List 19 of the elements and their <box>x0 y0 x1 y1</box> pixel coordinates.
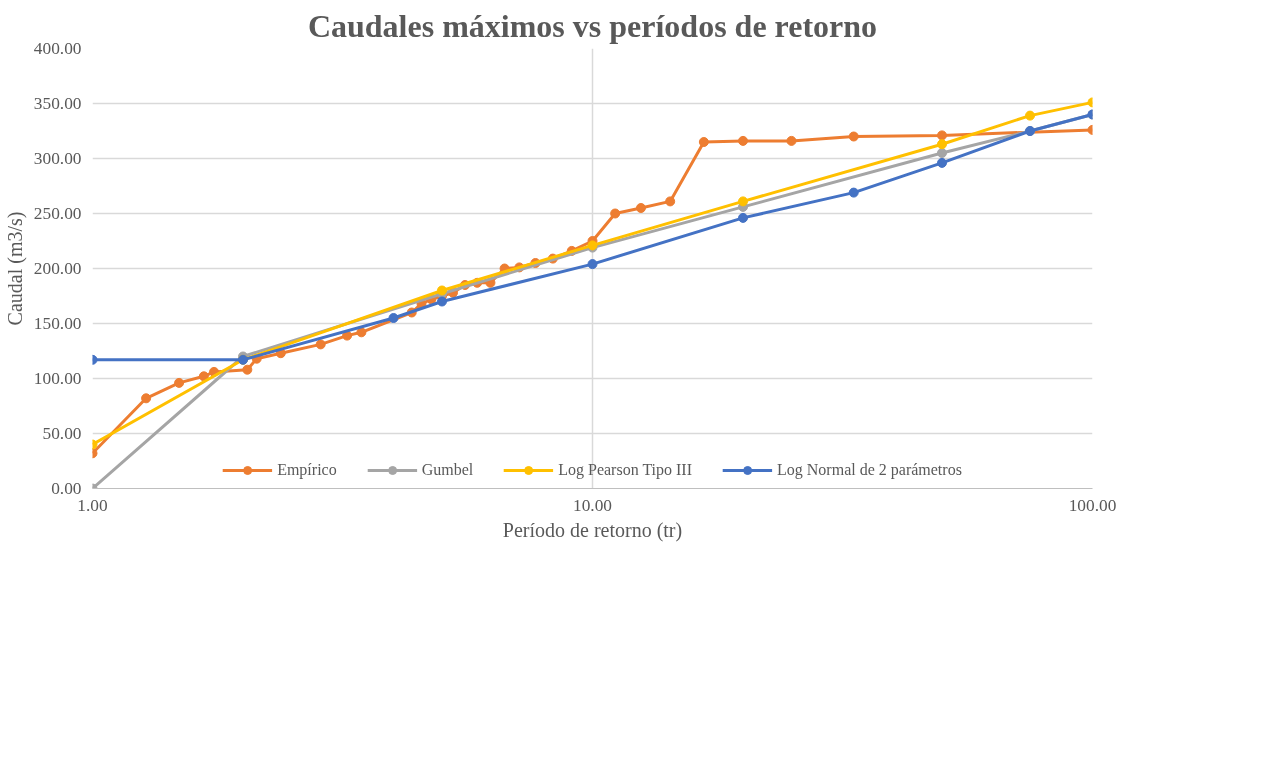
y-axis-title: Caudal (m3/s) <box>3 211 27 326</box>
y-tick-label: 400.00 <box>33 39 82 58</box>
x-tick-label: 100.00 <box>1068 495 1117 515</box>
y-tick-label: 150.00 <box>33 314 82 333</box>
y-tick-label: 50.00 <box>42 424 82 443</box>
y-tick-label: 350.00 <box>33 94 82 113</box>
legend-label: Gumbel <box>421 461 474 479</box>
y-tick-label: 0.00 <box>51 479 82 498</box>
chart-title: Caudales máximos vs períodos de retorno <box>307 7 878 44</box>
y-tick-label: 250.00 <box>33 204 82 223</box>
x-axis-title: Período de retorno (tr) <box>502 518 683 542</box>
y-tick-label: 100.00 <box>33 369 82 388</box>
legend-label: Log Pearson Tipo III <box>558 461 693 479</box>
legend-label: Empírico <box>277 461 337 479</box>
x-tick-label: 1.00 <box>77 495 108 515</box>
legend-label: Log Normal de 2 parámetros <box>777 461 962 479</box>
y-tick-label: 300.00 <box>33 149 82 168</box>
y-tick-label: 200.00 <box>33 259 82 278</box>
x-tick-label: 10.00 <box>573 495 613 515</box>
